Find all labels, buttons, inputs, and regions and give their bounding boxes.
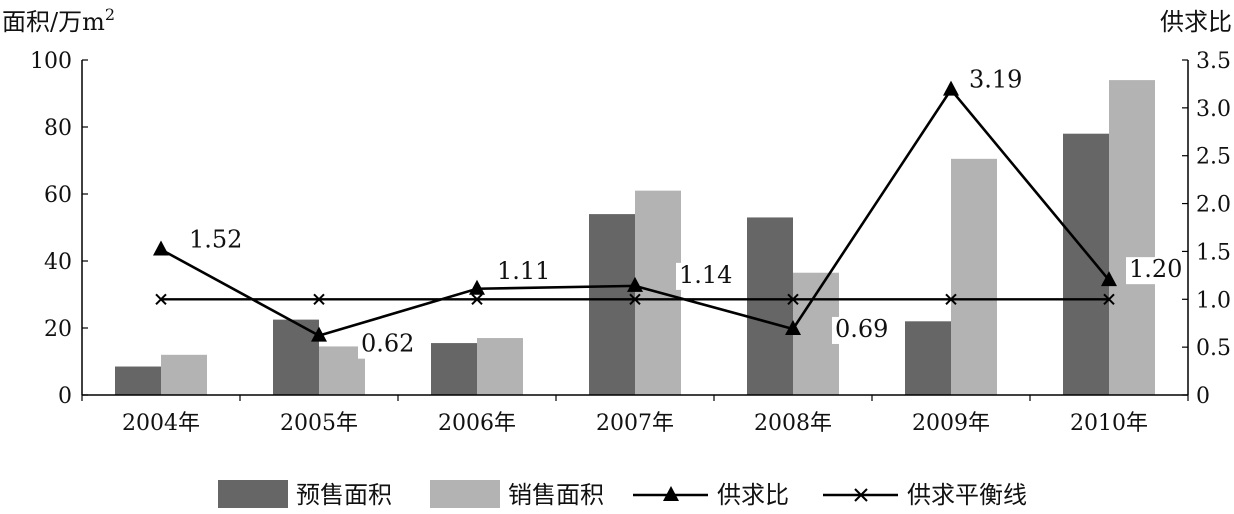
ratio-marker-3 <box>627 276 643 292</box>
bar-presale-2 <box>431 343 477 395</box>
bar-presale-5 <box>905 321 951 395</box>
right-tick-label: 1.0 <box>1196 288 1231 313</box>
bar-sales-2 <box>477 338 523 395</box>
right-tick-label: 3.5 <box>1196 49 1231 74</box>
bar-presale-0 <box>115 366 161 395</box>
legend-label-sales: 销售面积 <box>508 481 604 509</box>
legend-label-presale: 预售面积 <box>296 481 392 509</box>
bar-sales-1 <box>319 346 365 395</box>
right-tick-label: 1.5 <box>1196 240 1231 265</box>
ratio-label-4: 0.69 <box>835 315 888 343</box>
left-tick-label: 20 <box>44 317 72 342</box>
x-tick-label: 2005年 <box>280 411 358 436</box>
legend-swatch-presale <box>218 480 288 508</box>
ratio-label-bg-0 <box>186 227 244 255</box>
right-tick-label: 0.5 <box>1196 336 1231 361</box>
left-tick-label: 100 <box>30 49 72 74</box>
right-tick-label: 0 <box>1196 384 1210 409</box>
left-tick-label: 60 <box>44 183 72 208</box>
ratio-marker-1 <box>311 326 327 342</box>
x-mark-stroke <box>155 293 167 305</box>
x-tick-label: 2004年 <box>122 411 200 436</box>
left-tick-label: 0 <box>58 384 72 409</box>
x-mark-stroke <box>945 293 957 305</box>
bar-sales-6 <box>1109 80 1155 395</box>
x-mark-stroke <box>629 293 641 305</box>
legend-label-ratio: 供求比 <box>717 481 789 509</box>
right-tick-label: 2.5 <box>1196 145 1231 170</box>
balance-marker-1 <box>313 293 325 305</box>
ratio-marker-5 <box>943 80 959 96</box>
balance-marker-6 <box>1103 293 1115 305</box>
ratio-label-bg-3 <box>676 262 734 290</box>
balance-marker-5 <box>945 293 957 305</box>
left-tick-label: 80 <box>44 116 72 141</box>
ratio-label-bg-5 <box>966 67 1024 95</box>
ratio-label-1: 0.62 <box>361 330 414 358</box>
legend-x-marker <box>854 488 868 502</box>
ratio-label-0: 1.52 <box>189 226 242 254</box>
right-tick-label: 2.0 <box>1196 193 1231 218</box>
bar-presale-3 <box>589 214 635 395</box>
x-tick-label: 2010年 <box>1070 411 1148 436</box>
legend-swatch-sales <box>430 480 500 508</box>
balance-marker-3 <box>629 293 641 305</box>
ratio-marker-2 <box>469 279 485 295</box>
x-tick-label: 2009年 <box>912 411 990 436</box>
ratio-label-3: 1.14 <box>679 261 732 289</box>
ratio-marker-0 <box>153 240 169 256</box>
right-tick-label: 3.0 <box>1196 97 1231 122</box>
bar-presale-4 <box>747 217 793 395</box>
legend-label-balance: 供求平衡线 <box>907 481 1027 509</box>
ratio-label-5: 3.19 <box>969 66 1022 94</box>
legend-triangle-marker <box>663 486 679 501</box>
x-mark-stroke <box>313 293 325 305</box>
right-axis-title: 供求比 <box>1160 8 1232 36</box>
ratio-label-bg-6 <box>1126 257 1184 285</box>
balance-marker-2 <box>471 293 483 305</box>
left-axis-title: 面积/万m2 <box>2 5 115 36</box>
x-mark-stroke <box>787 293 799 305</box>
balance-marker-0 <box>155 293 167 305</box>
ratio-marker-6 <box>1101 271 1117 287</box>
ratio-marker-4 <box>785 319 801 335</box>
ratio-label-bg-4 <box>832 316 890 344</box>
x-mark-stroke <box>1103 293 1115 305</box>
ratio-label-2: 1.11 <box>497 257 550 285</box>
left-tick-label: 40 <box>44 250 72 275</box>
bar-sales-5 <box>951 158 997 395</box>
x-tick-label: 2008年 <box>754 411 832 436</box>
bar-presale-6 <box>1063 133 1109 395</box>
ratio-label-bg-2 <box>494 258 552 286</box>
x-mark-stroke <box>471 293 483 305</box>
ratio-label-6: 1.20 <box>1129 255 1182 283</box>
x-tick-label: 2006年 <box>438 411 516 436</box>
x-tick-label: 2007年 <box>596 411 674 436</box>
legend: 预售面积 销售面积 供求比 供求平衡线 <box>218 480 1027 509</box>
ratio-label-bg-1 <box>358 331 416 359</box>
balance-marker-4 <box>787 293 799 305</box>
bar-sales-0 <box>161 354 207 395</box>
